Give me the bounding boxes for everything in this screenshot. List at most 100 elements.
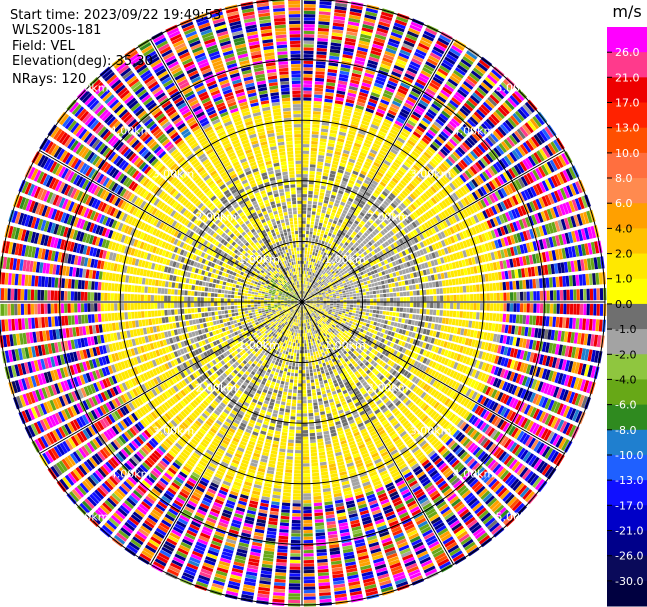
radar-gate — [397, 55, 409, 63]
radar-gate — [358, 324, 363, 328]
radar-gate — [320, 304, 324, 306]
radar-gate — [378, 21, 391, 28]
radar-gate — [338, 254, 343, 259]
radar-gate — [450, 295, 454, 302]
radar-gate — [538, 130, 548, 142]
radar-gate — [399, 286, 403, 292]
radar-gate — [427, 129, 436, 137]
radar-gate — [341, 212, 346, 218]
radar-gate — [303, 4, 316, 8]
radar-gate — [401, 147, 410, 155]
radar-gate — [332, 307, 337, 309]
radar-gate — [346, 281, 350, 285]
radar-gate — [335, 290, 339, 293]
radar-gate — [499, 124, 510, 135]
radar-gate — [378, 285, 383, 290]
radar-gate — [351, 149, 359, 154]
radar-gate — [305, 234, 309, 238]
radar-gate — [405, 70, 417, 78]
radar-gate — [304, 291, 306, 295]
radar-gate — [303, 34, 315, 38]
radar-gate — [330, 244, 334, 249]
radar-gate — [352, 310, 356, 313]
radar-gate — [411, 58, 423, 66]
radar-gate — [307, 197, 313, 201]
radar-gate — [496, 303, 500, 312]
radar-gate — [361, 120, 370, 126]
radar-gate — [326, 389, 331, 394]
radar-gate — [495, 161, 504, 171]
radar-gate — [386, 293, 390, 297]
radar-gate — [439, 65, 451, 74]
radar-gate — [313, 245, 317, 249]
radar-gate — [500, 292, 504, 301]
radar-gate — [350, 225, 356, 231]
radar-gate — [532, 278, 537, 289]
radar-gate — [319, 346, 323, 350]
radar-gate — [369, 127, 378, 133]
radar-gate — [417, 102, 427, 110]
radar-gate — [328, 201, 334, 206]
radar-gate — [514, 110, 525, 122]
radar-gate — [379, 66, 390, 73]
radar-gate — [416, 296, 420, 302]
radar-gate — [357, 327, 361, 331]
radar-gate — [440, 62, 452, 71]
radar-gate — [546, 303, 550, 314]
radar-gate — [363, 164, 370, 170]
radar-gate — [513, 303, 517, 312]
radar-gate — [392, 287, 396, 292]
radar-gate — [341, 313, 345, 316]
radar-gate — [360, 148, 368, 155]
radar-gate — [456, 311, 460, 318]
radar-gate — [379, 251, 384, 256]
radar-gate — [395, 312, 400, 317]
radar-gate — [393, 64, 405, 72]
radar-gate — [495, 145, 505, 155]
radar-gate — [348, 89, 358, 95]
radar-gate — [380, 319, 385, 324]
radar-gate — [324, 241, 328, 246]
radar-gate — [509, 151, 518, 162]
radar-gate — [345, 251, 350, 256]
radar-gate — [431, 172, 439, 180]
radar-gate — [582, 318, 587, 330]
radar-gate — [509, 115, 520, 126]
radar-gate — [353, 299, 357, 302]
radar-gate — [324, 272, 328, 276]
radar-gate — [519, 126, 529, 138]
radar-gate — [369, 306, 374, 309]
radar-gate — [397, 169, 405, 176]
radar-gate — [375, 111, 384, 118]
radar-gate — [326, 224, 331, 229]
radar-gate — [480, 303, 484, 311]
radar-gate — [386, 135, 395, 142]
radar-gate — [464, 139, 473, 149]
radar-gate — [593, 303, 597, 316]
radar-gate — [478, 125, 488, 135]
radar-gate — [387, 182, 395, 189]
radar-gate — [310, 279, 313, 283]
radar-gate — [402, 286, 406, 291]
radar-gate — [339, 204, 344, 209]
radar-gate — [464, 53, 476, 63]
radar-gate — [319, 138, 327, 143]
radar-gate — [411, 133, 420, 141]
radar-gate — [422, 93, 433, 102]
radar-gate — [444, 83, 455, 93]
radar-gate — [495, 313, 500, 322]
radar-gate — [406, 302, 410, 307]
radar-gate — [352, 307, 357, 311]
radar-gate — [470, 150, 479, 160]
radar-gate — [351, 214, 357, 220]
radar-gate — [305, 244, 308, 248]
radar-gate — [317, 280, 321, 284]
radar-gate — [391, 316, 396, 322]
radar-gate — [478, 84, 489, 95]
radar-gate — [312, 235, 316, 239]
radar-gate — [337, 314, 342, 317]
radar-gate — [370, 224, 376, 230]
radar-gate — [521, 124, 532, 136]
radar-gate — [321, 266, 325, 270]
radar-gate — [375, 286, 379, 290]
